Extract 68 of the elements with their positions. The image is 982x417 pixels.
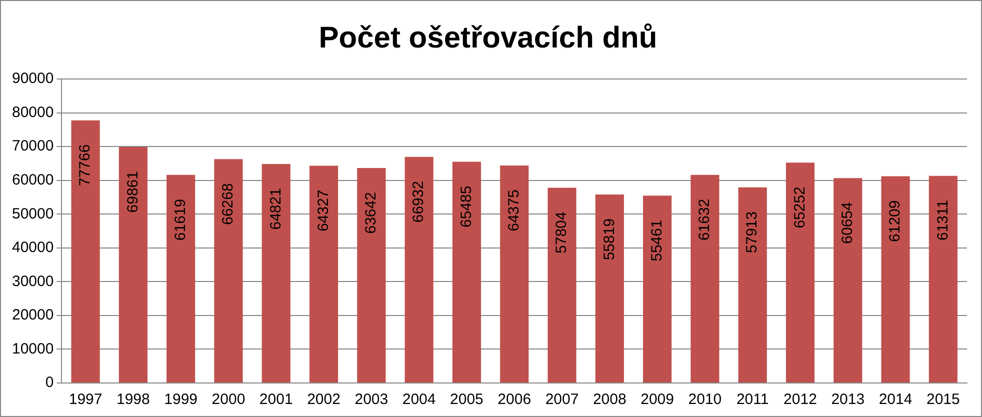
data-label: 57913: [744, 211, 761, 254]
x-tick-label: 2004: [402, 391, 436, 408]
x-tick-label: 1999: [164, 391, 198, 408]
x-tick-label: 2006: [498, 391, 532, 408]
y-tick-label: 60000: [12, 171, 54, 188]
bar: [166, 174, 196, 382]
data-label: 55461: [648, 220, 666, 262]
x-tick-label: 2001: [259, 391, 293, 408]
bar: [118, 147, 148, 382]
bar: [928, 176, 958, 382]
bar: [500, 166, 529, 382]
bar: [404, 156, 434, 382]
data-label: 64821: [267, 188, 284, 230]
data-label: 57804: [553, 212, 570, 254]
x-tick-label: 2011: [736, 391, 769, 408]
x-tick-label: 2010: [688, 391, 722, 408]
bar: [690, 174, 720, 382]
x-tick-label: 2002: [307, 391, 340, 408]
y-tick-label: 20000: [12, 306, 54, 324]
y-tick-label: 90000: [12, 70, 54, 88]
bar: [834, 178, 862, 382]
bar: [786, 162, 815, 382]
x-tick-label: 2012: [784, 391, 817, 408]
x-tick-label: 1998: [116, 391, 150, 408]
y-tick-label: 50000: [12, 205, 54, 222]
x-tick-label: 2013: [831, 391, 865, 408]
data-label: 55819: [600, 218, 618, 260]
data-label: 69861: [124, 171, 142, 213]
data-label: 61311: [934, 200, 952, 241]
bar: [357, 168, 386, 382]
bar: [262, 164, 290, 382]
x-tick-label: 2014: [878, 391, 912, 408]
y-tick-label: 80000: [12, 104, 54, 121]
data-label: 66268: [220, 183, 237, 225]
y-tick-label: 30000: [12, 272, 54, 290]
data-label: 63642: [362, 192, 380, 234]
bar: [309, 166, 338, 382]
y-tick-label: 10000: [12, 340, 54, 358]
data-label: 61619: [172, 198, 189, 241]
x-tick-label: 2009: [640, 391, 674, 408]
bar: [738, 187, 767, 382]
bar: [881, 176, 910, 382]
bar: [643, 196, 672, 382]
data-label: 60654: [839, 202, 856, 244]
x-tick-label: 2007: [545, 391, 579, 408]
data-label: 64375: [505, 190, 522, 232]
bar: [71, 120, 100, 382]
data-label: 61209: [886, 200, 904, 242]
x-tick-label: 1997: [68, 391, 102, 408]
y-tick-label: 40000: [12, 239, 54, 256]
x-tick-label: 2000: [212, 391, 246, 408]
x-tick-label: 2003: [354, 391, 388, 408]
data-label: 65252: [791, 186, 808, 228]
bar: [595, 194, 624, 382]
y-tick-label: 0: [45, 374, 54, 392]
x-tick-label: 2005: [450, 391, 484, 408]
data-label: 64327: [314, 190, 332, 232]
bar: [452, 162, 482, 382]
data-label: 65485: [458, 186, 475, 228]
bar: [548, 188, 576, 382]
data-label: 66932: [410, 180, 428, 223]
data-label: 77766: [76, 144, 94, 186]
x-tick-label: 2015: [926, 391, 960, 408]
y-tick-label: 70000: [12, 138, 54, 155]
data-label: 61632: [696, 198, 714, 241]
bar: [214, 159, 243, 382]
x-tick-label: 2008: [592, 391, 626, 408]
chart-title: Počet ošetřovacích dnů: [318, 21, 658, 54]
